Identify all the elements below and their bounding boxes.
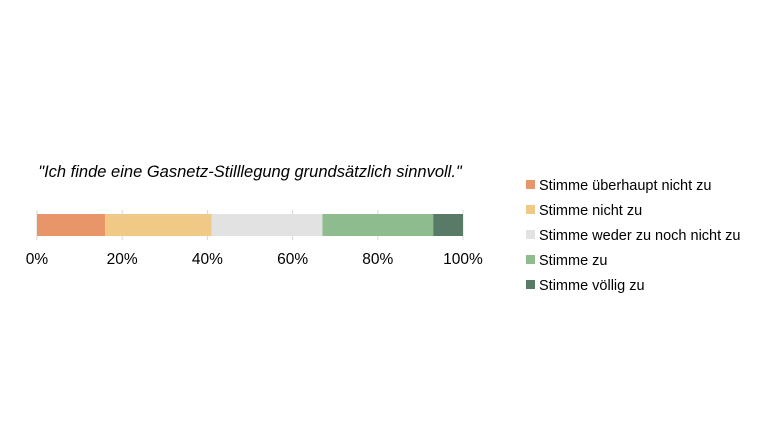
bar-segment-1 — [37, 214, 106, 236]
legend-label: Stimme zu — [539, 253, 608, 269]
legend-label: Stimme weder zu noch nicht zu — [539, 228, 740, 244]
bar-segment-4 — [322, 214, 434, 236]
legend-swatch — [526, 230, 535, 239]
legend-swatch — [526, 180, 535, 189]
x-tick-label: 60% — [277, 251, 308, 268]
legend-label: Stimme überhaupt nicht zu — [539, 178, 711, 194]
x-tick-label: 0% — [26, 251, 49, 268]
x-tick-label: 80% — [362, 251, 393, 268]
x-tick-label: 100% — [443, 251, 483, 268]
legend-swatch — [526, 255, 535, 264]
x-tick-label: 20% — [107, 251, 138, 268]
bar-segment-2 — [105, 214, 212, 236]
legend-label: Stimme nicht zu — [539, 203, 642, 219]
legend-swatch — [526, 205, 535, 214]
x-axis-ticks: 0% 20% 40% 60% 80% 100% — [26, 251, 483, 268]
x-tick-label: 40% — [192, 251, 223, 268]
legend: Stimme überhaupt nicht zu Stimme nicht zu… — [526, 178, 740, 294]
bar-segment-5 — [433, 214, 463, 236]
bar-segment-3 — [211, 214, 323, 236]
legend-swatch — [526, 280, 535, 289]
bar-segments — [37, 214, 463, 236]
legend-label: Stimme völlig zu — [539, 278, 645, 294]
chart-title: "Ich finde eine Gasnetz-Stilllegung grun… — [38, 163, 463, 181]
